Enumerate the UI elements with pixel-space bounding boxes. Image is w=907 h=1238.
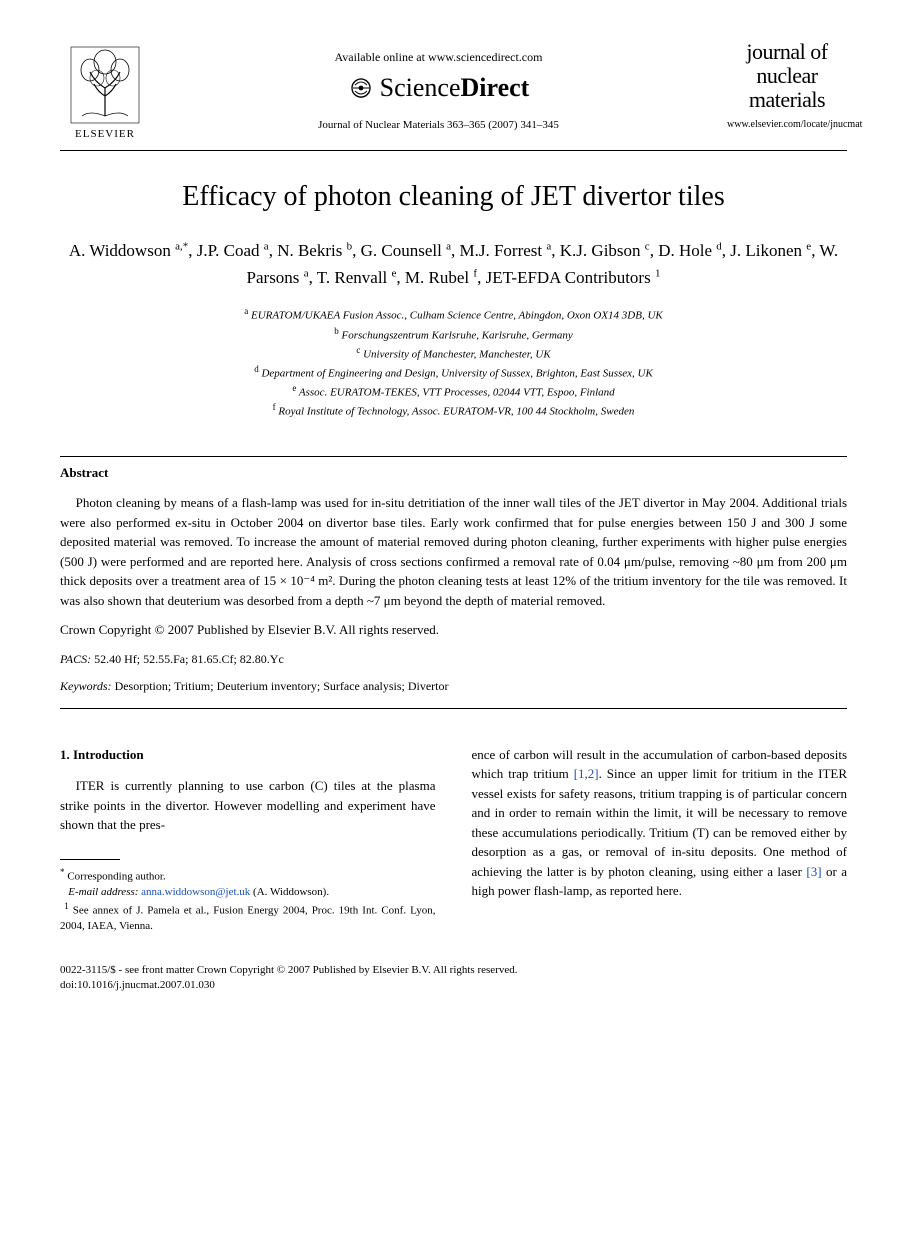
left-column: 1. Introduction ITER is currently planni… bbox=[60, 745, 436, 935]
corresponding-author-note: * Corresponding author. bbox=[60, 866, 436, 885]
citation-1-2[interactable]: [1,2] bbox=[574, 766, 599, 781]
sciencedirect-icon bbox=[348, 75, 374, 101]
footer-doi: doi:10.1016/j.jnucmat.2007.01.030 bbox=[60, 978, 847, 993]
elsevier-label: ELSEVIER bbox=[75, 128, 135, 140]
right-column: ence of carbon will result in the accumu… bbox=[472, 745, 848, 935]
body-columns: 1. Introduction ITER is currently planni… bbox=[60, 745, 847, 935]
sciencedirect-logo: ScienceDirect bbox=[170, 73, 707, 103]
footnote-separator bbox=[60, 859, 120, 860]
header-row: ELSEVIER Available online at www.science… bbox=[60, 40, 847, 140]
section-1-heading: 1. Introduction bbox=[60, 745, 436, 765]
keywords-line: Keywords: Desorption; Tritium; Deuterium… bbox=[60, 679, 847, 694]
journal-title-line1: journal of bbox=[727, 40, 847, 64]
intro-para-left: ITER is currently planning to use carbon… bbox=[60, 776, 436, 835]
abstract-bottom-rule bbox=[60, 708, 847, 709]
footer-copyright: 0022-3115/$ - see front matter Crown Cop… bbox=[60, 963, 847, 994]
abstract-top-rule bbox=[60, 456, 847, 457]
affiliations-list: a EURATOM/UKAEA Fusion Assoc., Culham Sc… bbox=[60, 305, 847, 420]
available-online-text: Available online at www.sciencedirect.co… bbox=[170, 50, 707, 65]
journal-logo-box: journal of nuclear materials www.elsevie… bbox=[727, 40, 847, 130]
footnotes-block: * Corresponding author. E-mail address: … bbox=[60, 866, 436, 935]
center-header: Available online at www.sciencedirect.co… bbox=[150, 40, 727, 131]
elsevier-tree-icon bbox=[70, 46, 140, 124]
journal-reference: Journal of Nuclear Materials 363–365 (20… bbox=[170, 119, 707, 131]
corresponding-email-link[interactable]: anna.widdowson@jet.uk bbox=[141, 886, 250, 898]
journal-title-line3: materials bbox=[727, 88, 847, 112]
intro-para-right: ence of carbon will result in the accumu… bbox=[472, 745, 848, 901]
abstract-body: Photon cleaning by means of a flash-lamp… bbox=[60, 493, 847, 610]
email-line: E-mail address: anna.widdowson@jet.uk (A… bbox=[60, 885, 436, 900]
header-rule bbox=[60, 150, 847, 151]
citation-3[interactable]: [3] bbox=[806, 864, 821, 879]
abstract-copyright: Crown Copyright © 2007 Published by Else… bbox=[60, 620, 847, 640]
abstract-heading: Abstract bbox=[60, 465, 847, 481]
pacs-line: PACS: 52.40 Hf; 52.55.Fa; 81.65.Cf; 82.8… bbox=[60, 652, 847, 667]
journal-url[interactable]: www.elsevier.com/locate/jnucmat bbox=[727, 119, 847, 130]
footnote-1: 1 See annex of J. Pamela et al., Fusion … bbox=[60, 900, 436, 934]
elsevier-logo: ELSEVIER bbox=[60, 40, 150, 140]
journal-title-line2: nuclear bbox=[727, 64, 847, 88]
article-title: Efficacy of photon cleaning of JET diver… bbox=[60, 181, 847, 213]
authors-list: A. Widdowson a,*, J.P. Coad a, N. Bekris… bbox=[60, 237, 847, 291]
footer-line-1: 0022-3115/$ - see front matter Crown Cop… bbox=[60, 963, 847, 978]
